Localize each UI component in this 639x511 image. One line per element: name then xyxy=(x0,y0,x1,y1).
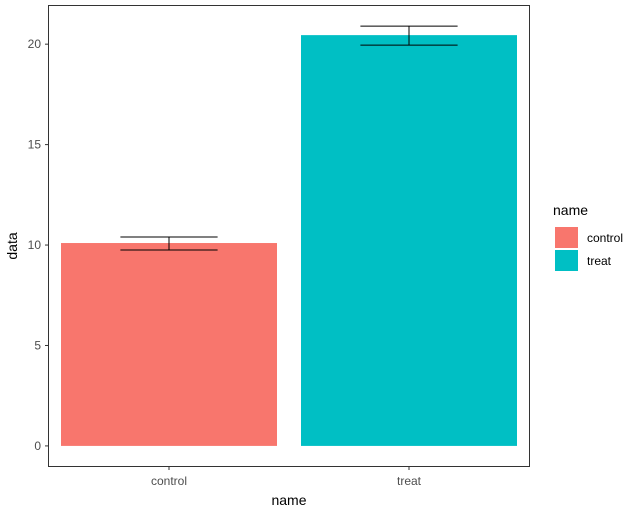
y-tick-label-10: 10 xyxy=(28,238,42,252)
legend-title: name xyxy=(553,202,588,218)
y-axis-title: data xyxy=(4,232,20,259)
bar-control xyxy=(61,243,277,446)
y-axis: 0 5 10 15 20 xyxy=(28,37,49,453)
legend-key-treat xyxy=(555,250,578,271)
y-tick-label-15: 15 xyxy=(28,138,42,152)
legend-label-control: control xyxy=(587,231,623,245)
x-axis: control treat xyxy=(151,466,422,488)
panel-border xyxy=(48,5,530,467)
x-axis-title: name xyxy=(271,492,306,508)
legend-key-control xyxy=(555,227,578,248)
legend: name control treat xyxy=(553,202,623,271)
x-tick-label-control: control xyxy=(151,474,187,488)
legend-label-treat: treat xyxy=(587,254,612,268)
y-tick-label-0: 0 xyxy=(34,439,41,453)
error-bars-group xyxy=(120,25,458,251)
bar-treat xyxy=(301,35,517,446)
y-tick-label-20: 20 xyxy=(28,37,42,51)
x-tick-label-treat: treat xyxy=(397,474,422,488)
bars-group xyxy=(61,35,517,446)
y-tick-label-5: 5 xyxy=(34,338,41,352)
